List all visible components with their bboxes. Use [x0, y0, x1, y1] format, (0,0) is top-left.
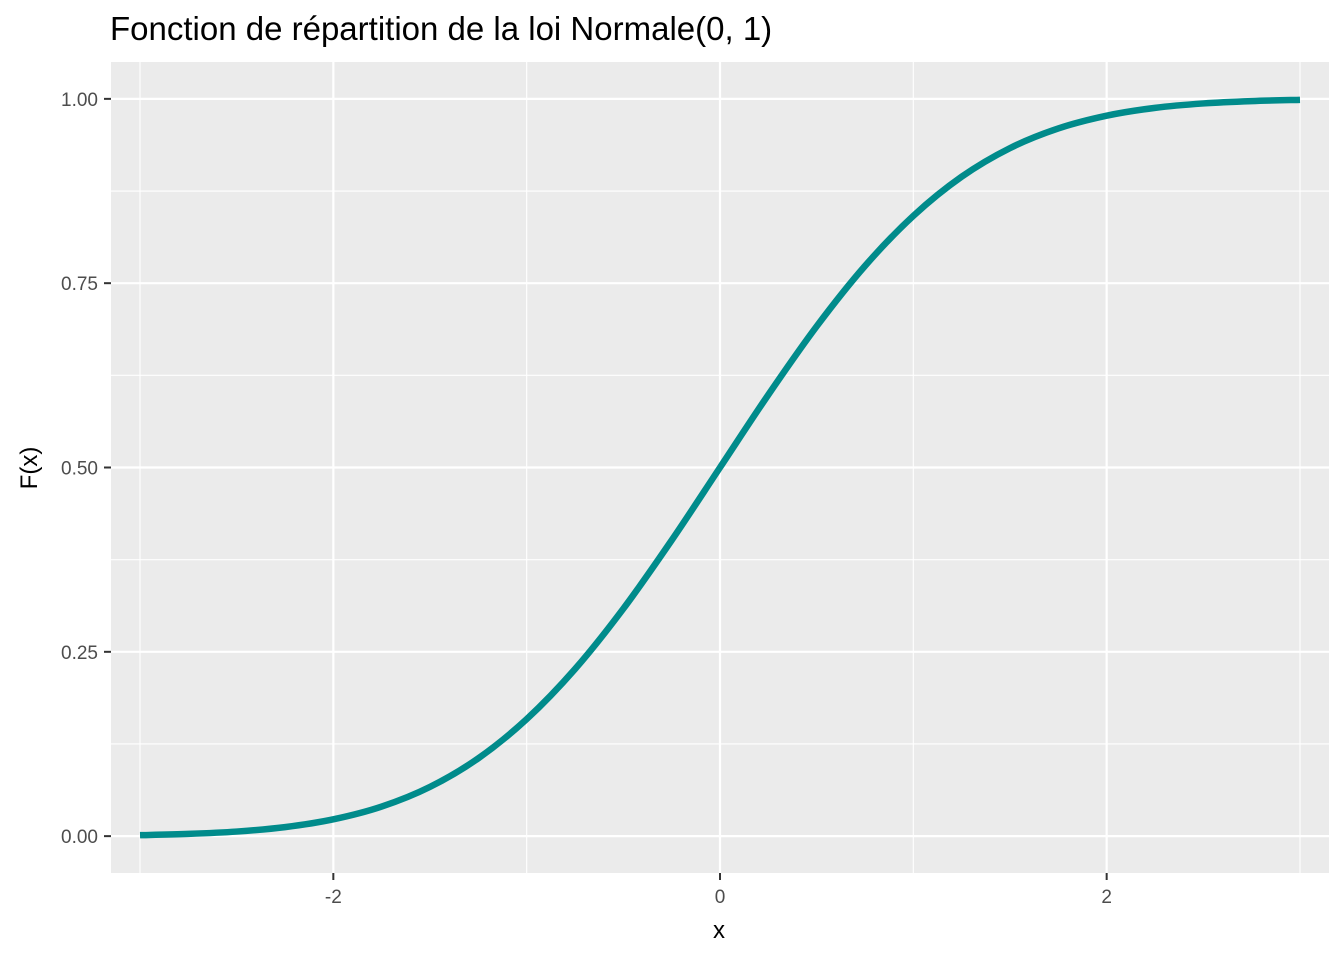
- x-tick-label: -2: [325, 887, 342, 908]
- y-tick-label: 0.00: [61, 827, 98, 848]
- y-tick-label: 0.25: [61, 643, 98, 664]
- cdf-line: [139, 96, 1301, 839]
- y-tick-label: 0.50: [61, 459, 98, 480]
- x-axis: -2 0 2: [325, 873, 1112, 908]
- chart-title: Fonction de répartition de la loi Normal…: [110, 10, 772, 47]
- x-tick-label: 2: [1101, 887, 1112, 908]
- y-tick-label: 1.00: [61, 90, 98, 111]
- x-tick-label: 0: [715, 887, 726, 908]
- y-axis-title: F(x): [16, 447, 43, 490]
- y-axis: 0.00 0.25 0.50 0.75 1.00: [61, 90, 111, 848]
- x-axis-title: x: [713, 917, 725, 944]
- series-layer: [139, 96, 1301, 839]
- y-tick-label: 0.75: [61, 274, 98, 295]
